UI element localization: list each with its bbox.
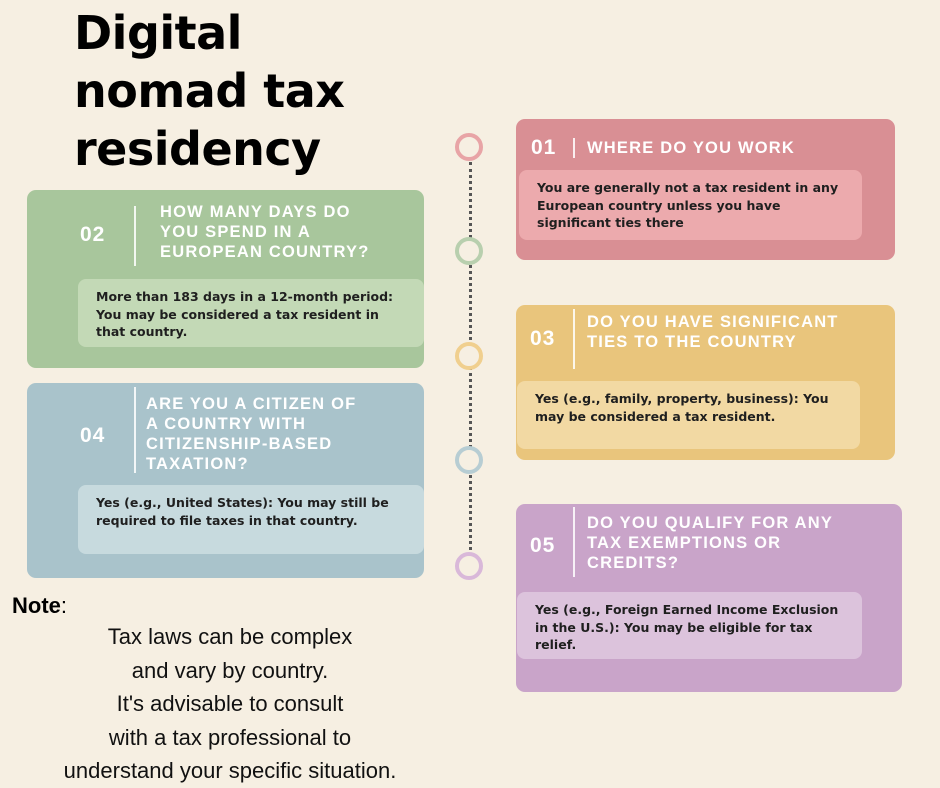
timeline-node-1 [455, 133, 483, 161]
note-line: with a tax professional to [108, 724, 352, 750]
step-answer: Yes (e.g., family, property, business): … [517, 381, 860, 449]
step-answer: You are generally not a tax resident in … [519, 170, 862, 240]
step-question: HOW MANY DAYS DO YOU SPEND IN A EUROPEAN… [160, 203, 370, 261]
timeline-node-5 [455, 552, 483, 580]
step-answer: Yes (e.g., Foreign Earned Income Exclusi… [517, 592, 862, 659]
note-colon: : [60, 593, 68, 618]
step-question: DO YOU QUALIFY FOR ANY TAX EXEMPTIONS OR… [587, 514, 833, 572]
step-number: 03 [530, 327, 556, 350]
step-question: ARE YOU A CITIZEN OF A COUNTRY WITH CITI… [146, 395, 357, 473]
step-number: 01 [531, 136, 557, 159]
step-question: DO YOU HAVE SIGNIFICANT TIES TO THE COUN… [587, 313, 839, 351]
step-divider [573, 309, 575, 369]
page-title: Digital nomad tax residency [74, 6, 345, 176]
timeline-node-2 [455, 237, 483, 265]
step-number: 04 [80, 424, 106, 447]
note-label: Note: [12, 593, 67, 619]
step-divider [573, 507, 575, 577]
step-answer: More than 183 days in a 12-month period:… [78, 279, 424, 347]
note-text: Tax laws can be complex and vary by coun… [20, 620, 440, 788]
step-number: 02 [80, 223, 106, 246]
step-divider [134, 206, 136, 266]
step-card-05: 05 DO YOU QUALIFY FOR ANY TAX EXEMPTIONS… [516, 504, 902, 692]
step-card-01: 01 WHERE DO YOU WORK You are generally n… [516, 119, 895, 260]
timeline-node-3 [455, 342, 483, 370]
step-answer: Yes (e.g., United States): You may still… [78, 485, 424, 554]
timeline-node-4 [455, 446, 483, 474]
step-card-03: 03 DO YOU HAVE SIGNIFICANT TIES TO THE C… [516, 305, 895, 460]
step-card-04: 04 ARE YOU A CITIZEN OF A COUNTRY WITH C… [27, 383, 424, 578]
note-line: It's advisable to consult [116, 691, 344, 716]
step-divider [134, 387, 136, 473]
step-card-02: 02 HOW MANY DAYS DO YOU SPEND IN A EUROP… [27, 190, 424, 368]
step-question: WHERE DO YOU WORK [587, 139, 796, 157]
note-line: understand your specific situation. [63, 758, 397, 783]
note-line: Tax laws can be complex [107, 624, 353, 649]
note-label-text: Note [12, 593, 61, 618]
note-line: and vary by country. [131, 657, 329, 683]
step-number: 05 [530, 534, 556, 557]
step-divider [573, 138, 575, 158]
